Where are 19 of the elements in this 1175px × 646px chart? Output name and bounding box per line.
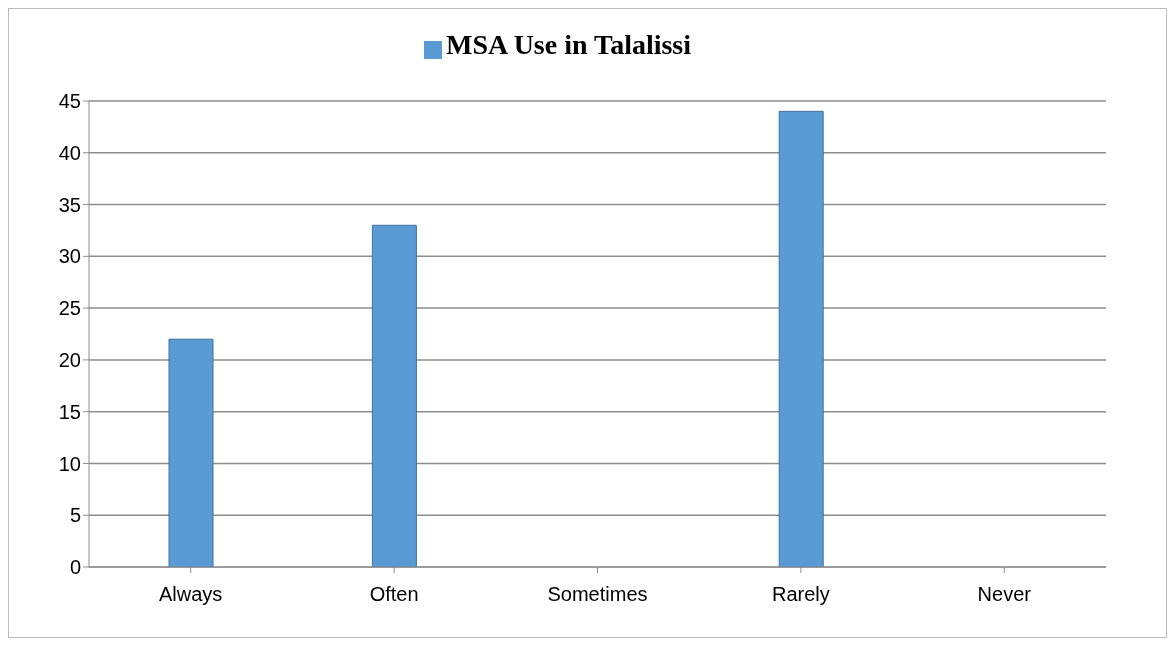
bar xyxy=(371,224,417,567)
y-tick-label: 35 xyxy=(58,193,81,216)
y-tick-label: 20 xyxy=(58,348,81,371)
bar xyxy=(168,338,214,567)
x-tick-label: Often xyxy=(369,583,419,606)
y-tick-label: 5 xyxy=(69,504,81,527)
y-tick-label: 10 xyxy=(58,452,81,475)
x-tick-label: Never xyxy=(977,583,1032,606)
bar xyxy=(778,110,824,567)
y-tick-label: 30 xyxy=(58,245,81,268)
x-tick-label: Always xyxy=(159,583,223,606)
legend-label: MSA Use in Talalissi xyxy=(445,29,692,60)
y-tick-label: 15 xyxy=(58,400,81,423)
y-tick-label: 0 xyxy=(69,556,81,579)
y-tick-label: 40 xyxy=(58,141,81,164)
x-tick-label: Rarely xyxy=(772,583,830,606)
y-tick-label: 25 xyxy=(58,297,81,320)
y-tick-label: 45 xyxy=(58,90,81,113)
x-tick-label: Sometimes xyxy=(547,583,648,606)
